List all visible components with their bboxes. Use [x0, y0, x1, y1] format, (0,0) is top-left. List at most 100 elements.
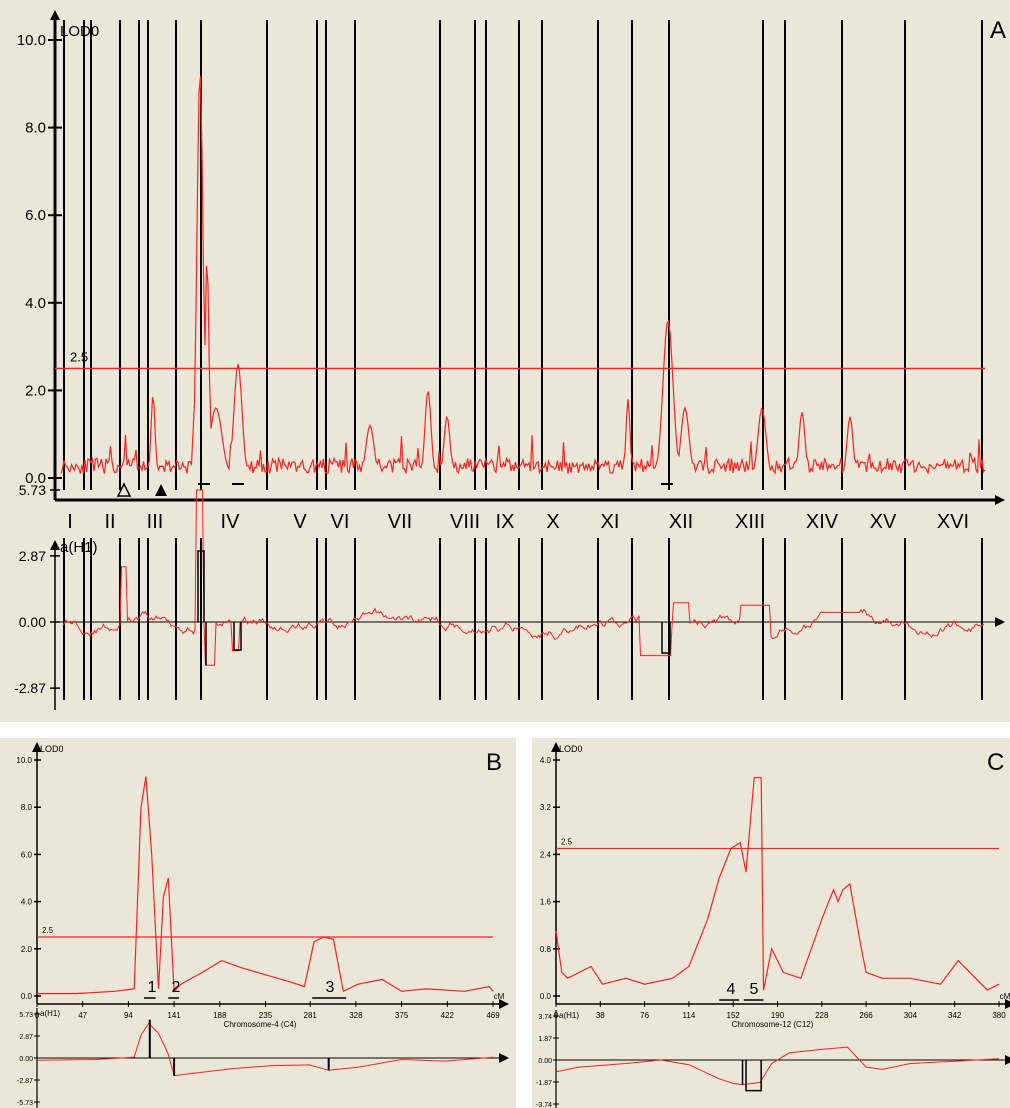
threshold-label: 2.5 [561, 838, 573, 847]
lod-y-label: LOD0 [559, 744, 583, 754]
lod-y-arrow [32, 742, 42, 752]
x-tick-label: 342 [948, 1011, 962, 1020]
effect-x-arrow [499, 1053, 509, 1063]
x-tick-label: 380 [992, 1011, 1006, 1020]
x-tick-label: 152 [727, 1011, 741, 1020]
x-axis-title: Chromosome-4 (C4) [224, 1020, 297, 1029]
effect-y-label: a(H1) [40, 1009, 60, 1018]
qtl-label: 5 [750, 981, 759, 998]
chromosome-label: II [104, 511, 115, 533]
panel-c-chart: LOD00.00.81.62.43.24.0038761141521902282… [536, 742, 1010, 1108]
effect-curve [62, 489, 985, 666]
chromosome-label: XII [669, 511, 693, 533]
panel-a: LOD0 0.0 2.0 4.0 6.0 8.0 10.0 I II III IV V VI VII VII… [0, 0, 1010, 722]
panel-b-chart: LOD0 0.0 2.0 4.0 6.0 8.0 1 0.00 47 94 141 188 235 281… [16, 742, 509, 1108]
lod-tick-label: 2.4 [540, 850, 552, 859]
chromosome-label: X [546, 511, 559, 533]
lod-tick-label: 4.0 [25, 295, 46, 312]
chromosome-label: I [67, 511, 73, 533]
qtl-label: 2 [172, 979, 181, 996]
x-tick-label: 469 [486, 1011, 500, 1020]
lod-tick-label: 10.0 [16, 756, 32, 765]
effect-curve [555, 1046, 1000, 1086]
x-tick-label: 94 [124, 1011, 133, 1020]
chromosome-label: IV [221, 511, 241, 533]
x-tick-label: 38 [596, 1011, 605, 1020]
threshold-label: 2.5 [70, 350, 88, 365]
lod-tick-label: 3.2 [540, 803, 552, 812]
effect-tick-label: 0.00 [19, 614, 46, 630]
chromosome-label: XIII [735, 511, 765, 533]
effect-tick-label: 5.73 [19, 482, 46, 498]
chromosome-label: VIII [450, 511, 480, 533]
x-tick-label: 266 [859, 1011, 873, 1020]
lod-x-arrow [1005, 999, 1010, 1009]
effect-bar [661, 622, 671, 654]
x-tick-label: 114 [683, 1011, 696, 1020]
lod-curve [555, 777, 1000, 991]
effect-tick-label: 5.73 [19, 1012, 33, 1019]
x-axis-title: Chromosome-12 (C12) [732, 1020, 814, 1029]
lod-tick-label: 2.0 [21, 945, 33, 954]
effect-tick-label: -1.87 [536, 1080, 552, 1087]
lod-tick-label: 10.0 [17, 32, 46, 49]
chromosome-label: IX [496, 511, 515, 533]
chromosome-label: XVI [937, 511, 969, 533]
effect-tick-label: 2.87 [19, 1034, 33, 1041]
lod-tick-label: 1.6 [540, 898, 552, 907]
panel-letter: B [486, 749, 502, 776]
chromosome-label: VII [388, 511, 412, 533]
lod-curve [60, 76, 986, 475]
effect-y-label: a(H1) [559, 1011, 579, 1020]
effect-bar [233, 622, 242, 651]
x-tick-label: 141 [167, 1011, 181, 1020]
lod-curve [37, 776, 494, 995]
chromosome-label: XV [870, 511, 897, 533]
lod-y-arrow [551, 742, 561, 752]
effect-y-arrow [50, 540, 60, 550]
effect-tick-label: -5.73 [17, 1100, 33, 1107]
panel-c: LOD00.00.81.62.43.24.0038761141521902282… [532, 738, 1010, 1108]
x-tick-label: 281 [304, 1011, 318, 1020]
x-tick-label: 304 [904, 1011, 918, 1020]
lod-tick-label: 0.8 [540, 945, 552, 954]
lod-x-arrow [499, 999, 509, 1009]
lod-x-arrow [995, 495, 1005, 505]
effect-y-label: a(H1) [60, 539, 98, 556]
x-tick-label: 422 [441, 1011, 455, 1020]
x-unit-label: cM [494, 992, 505, 1001]
lod-tick-label: 6.0 [25, 207, 46, 224]
chromosome-label: VI [331, 511, 350, 533]
lod-tick-label: 6.0 [21, 850, 33, 859]
panel-letter: C [987, 749, 1004, 776]
x-tick-label: 190 [771, 1011, 785, 1020]
filled-triangle-icon [155, 484, 167, 496]
lod-tick-label: 4.0 [21, 898, 33, 907]
lod-y-label: LOD0 [40, 744, 64, 754]
qtl-label: 3 [326, 979, 335, 996]
lod-tick-label: 8.0 [25, 120, 46, 137]
chromosome-label: V [293, 511, 307, 533]
lod-tick-label: 8.0 [21, 803, 33, 812]
effect-x-arrow [995, 617, 1005, 627]
x-tick-label: 188 [213, 1011, 227, 1020]
effect-bar [745, 1060, 762, 1092]
lod-y-arrow [50, 10, 60, 20]
qtl-label: 4 [727, 981, 736, 998]
x-tick-label: 228 [815, 1011, 829, 1020]
lod-tick-label: 0.0 [540, 992, 552, 1001]
chromosome-label: III [147, 511, 164, 533]
open-triangle-icon [116, 482, 132, 497]
lod-tick-label: 4.0 [540, 756, 552, 765]
chromosome-label: XI [601, 511, 620, 533]
x-tick-label: 235 [259, 1011, 273, 1020]
lod-tick-label: 2.0 [25, 382, 46, 399]
x-tick-label: 76 [640, 1011, 649, 1020]
effect-tick-label: -3.74 [536, 1102, 552, 1108]
threshold-label: 2.5 [42, 926, 54, 935]
effect-tick-label: -2.87 [14, 680, 46, 696]
effect-tick-label: 3.74 [538, 1014, 552, 1021]
effect-tick-label: 1.87 [538, 1036, 552, 1043]
effect-x-arrow [1005, 1055, 1010, 1065]
